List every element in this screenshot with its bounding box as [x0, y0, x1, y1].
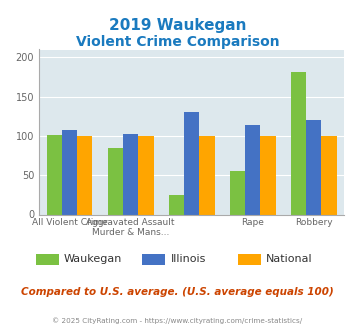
- Bar: [306, 120, 322, 214]
- Bar: [230, 171, 245, 214]
- Text: Waukegan: Waukegan: [64, 254, 122, 264]
- Text: Violent Crime Comparison: Violent Crime Comparison: [76, 35, 279, 49]
- Text: Murder & Mans...: Murder & Mans...: [92, 228, 169, 237]
- Bar: [138, 136, 153, 214]
- Text: © 2025 CityRating.com - https://www.cityrating.com/crime-statistics/: © 2025 CityRating.com - https://www.city…: [53, 317, 302, 324]
- Text: Aggravated Assault: Aggravated Assault: [86, 218, 175, 227]
- Bar: [169, 195, 184, 214]
- Bar: [322, 136, 337, 214]
- Bar: [123, 134, 138, 214]
- Text: Compared to U.S. average. (U.S. average equals 100): Compared to U.S. average. (U.S. average …: [21, 287, 334, 297]
- Text: Rape: Rape: [241, 218, 264, 227]
- Text: National: National: [266, 254, 313, 264]
- Bar: [108, 148, 123, 214]
- Bar: [62, 130, 77, 214]
- Bar: [261, 136, 275, 214]
- Bar: [184, 112, 200, 214]
- Text: All Violent Crime: All Violent Crime: [32, 218, 108, 227]
- Text: 2019 Waukegan: 2019 Waukegan: [109, 18, 246, 33]
- Bar: [245, 125, 261, 214]
- Text: Illinois: Illinois: [170, 254, 206, 264]
- Bar: [291, 72, 306, 214]
- Text: Robbery: Robbery: [295, 218, 333, 227]
- Bar: [200, 136, 214, 214]
- Bar: [77, 136, 92, 214]
- Bar: [47, 135, 62, 214]
